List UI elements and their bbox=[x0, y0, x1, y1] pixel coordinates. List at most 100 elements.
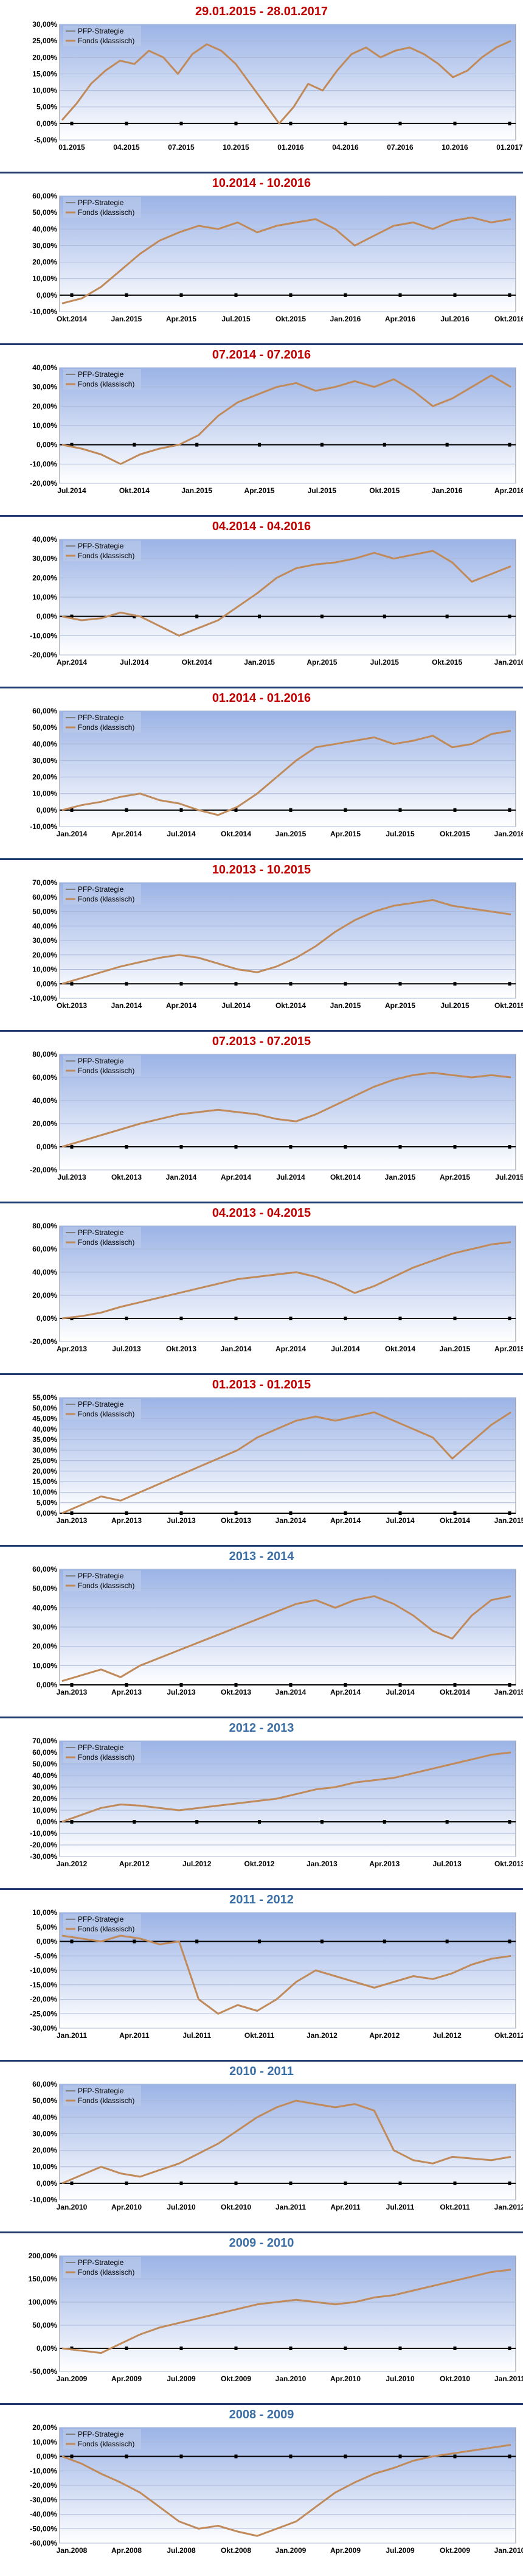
line-chart: -30,00% -25,00% -20,00% -15,00% -10,00% -5,00… bbox=[30, 1908, 523, 2040]
series-line bbox=[61, 2444, 511, 2537]
y-tick-label: 10,00% bbox=[32, 2438, 57, 2446]
x-tick-mark bbox=[508, 2347, 511, 2350]
y-tick-label: 40,00% bbox=[32, 535, 57, 544]
y-tick-label: -5,00% bbox=[34, 1951, 57, 1960]
x-tick-mark bbox=[320, 614, 324, 618]
x-tick-label: Okt.2014 bbox=[57, 315, 87, 323]
x-tick-label: Jan.2016 bbox=[330, 315, 361, 323]
chart-panel: 01.2014 - 01.2016 -10,00% 0,00% 10,00% 20,00… bbox=[0, 687, 523, 858]
x-tick-mark bbox=[445, 1939, 449, 1944]
x-tick-mark bbox=[179, 1683, 183, 1687]
y-tick-label: 10,00% bbox=[32, 1908, 57, 1917]
chart-title: 04.2014 - 04.2016 bbox=[212, 520, 311, 533]
panel-divider bbox=[0, 2231, 523, 2233]
y-tick-label: 10,00% bbox=[32, 421, 57, 430]
x-tick-mark bbox=[508, 121, 511, 125]
x-tick-mark bbox=[70, 121, 74, 125]
x-tick-mark bbox=[179, 1317, 183, 1320]
x-tick-mark bbox=[70, 2181, 74, 2185]
line-chart: -60,00% -50,00% -40,00% -30,00% -20,00% -10,0… bbox=[30, 2423, 523, 2555]
legend-label: PFP-Strategie bbox=[78, 713, 124, 722]
x-tick-mark bbox=[179, 982, 183, 986]
x-tick-mark bbox=[320, 1939, 324, 1944]
chart-panel: 07.2013 - 07.2015 -20,00% 0,00% 20,00% 40,00… bbox=[0, 1030, 523, 1202]
x-tick-label: Okt.2013 bbox=[57, 1001, 87, 1010]
y-tick-label: 30,00% bbox=[32, 2129, 57, 2138]
series-line bbox=[61, 1411, 511, 1514]
y-tick-label: 20,00% bbox=[32, 1467, 57, 1475]
panel-divider bbox=[0, 2060, 523, 2062]
x-tick-label: Jan.2012 bbox=[57, 1860, 88, 1868]
y-tick-label: -60,00% bbox=[30, 2539, 57, 2547]
line-chart: -5,00% 0,00% 5,00% 10,00% 15,00% 20,00% 25,00%… bbox=[32, 20, 523, 152]
x-tick-mark bbox=[258, 614, 262, 618]
x-tick-mark bbox=[179, 293, 183, 297]
x-tick-label: Jul.2013 bbox=[432, 1860, 462, 1868]
y-tick-label: 50,00% bbox=[32, 2096, 57, 2105]
panel-divider bbox=[0, 1373, 523, 1375]
x-tick-label: Jan.2014 bbox=[221, 1345, 252, 1353]
x-tick-mark bbox=[398, 1683, 402, 1687]
y-tick-label: 150,00% bbox=[29, 2275, 58, 2283]
x-tick-label: Jan.2009 bbox=[275, 2546, 307, 2555]
panel-divider bbox=[0, 1888, 523, 1890]
x-tick-label: Apr.2008 bbox=[111, 2546, 142, 2555]
chart-title: 29.01.2015 - 28.01.2017 bbox=[195, 5, 328, 18]
x-tick-mark bbox=[179, 2454, 183, 2459]
y-tick-label: -40,00% bbox=[30, 2510, 57, 2519]
legend-box bbox=[63, 1914, 141, 1934]
y-tick-label: 0,00% bbox=[36, 979, 57, 988]
y-tick-label: 10,00% bbox=[32, 275, 57, 283]
x-tick-mark bbox=[195, 443, 199, 447]
x-tick-label: Apr.2014 bbox=[166, 1001, 196, 1010]
x-tick-mark bbox=[508, 1820, 511, 1824]
x-tick-mark bbox=[453, 1511, 457, 1515]
chart-title: 04.2013 - 04.2015 bbox=[212, 1206, 311, 1220]
x-tick-label: Jan.2011 bbox=[57, 2031, 87, 2040]
legend-box bbox=[63, 2257, 141, 2278]
legend-label: PFP-Strategie bbox=[78, 1228, 124, 1237]
x-tick-mark bbox=[445, 614, 449, 618]
y-tick-label: 40,00% bbox=[32, 922, 57, 930]
y-tick-label: -30,00% bbox=[30, 2024, 57, 2032]
x-tick-label: Jul.2013 bbox=[57, 1173, 86, 1181]
x-tick-label: Jul.2015 bbox=[308, 486, 337, 495]
y-tick-label: 40,00% bbox=[32, 225, 57, 233]
x-tick-label: Jan.2014 bbox=[166, 1173, 197, 1181]
x-tick-label: Jan.2014 bbox=[275, 1688, 307, 1696]
x-tick-label: Jul.2014 bbox=[276, 1173, 305, 1181]
legend-box bbox=[63, 1399, 141, 1419]
x-tick-mark bbox=[344, 1683, 347, 1687]
chart-title: 2011 - 2012 bbox=[229, 1893, 294, 1906]
y-tick-label: 60,00% bbox=[32, 1073, 57, 1082]
chart-title: 2010 - 2011 bbox=[229, 2065, 294, 2078]
x-tick-label: Jul.2014 bbox=[386, 1688, 415, 1696]
chart-title: 07.2014 - 07.2016 bbox=[212, 348, 311, 362]
x-tick-label: Jan.2016 bbox=[494, 830, 523, 838]
x-tick-mark bbox=[453, 1317, 457, 1320]
x-tick-mark bbox=[289, 2347, 293, 2350]
x-tick-label: Jul.2015 bbox=[440, 1001, 469, 1010]
chart-panel: 2010 - 2011 -10,00% 0,00% 10,00% 20,00% 30,00… bbox=[0, 2060, 523, 2231]
y-tick-label: 0,00% bbox=[36, 291, 57, 299]
x-tick-label: 10.2015 bbox=[223, 143, 249, 152]
legend-box bbox=[63, 1570, 141, 1591]
x-tick-label: Jul.2015 bbox=[370, 658, 400, 667]
x-tick-label: Jul.2016 bbox=[440, 315, 469, 323]
x-tick-label: Jan.2013 bbox=[307, 1860, 338, 1868]
x-tick-label: Apr.2014 bbox=[111, 830, 142, 838]
x-tick-label: Jan.2015 bbox=[244, 658, 275, 667]
y-tick-label: 20,00% bbox=[32, 951, 57, 959]
legend-box bbox=[63, 884, 141, 905]
series-line bbox=[61, 730, 511, 816]
x-tick-mark bbox=[508, 614, 511, 618]
x-tick-label: Jul.2012 bbox=[182, 1860, 212, 1868]
x-tick-mark bbox=[179, 121, 183, 125]
x-tick-mark bbox=[289, 121, 293, 125]
x-tick-mark bbox=[398, 1511, 402, 1515]
y-tick-label: 40,00% bbox=[32, 740, 57, 748]
legend-label: Fonds (klassisch) bbox=[78, 1925, 134, 1933]
chart-title: 2012 - 2013 bbox=[229, 1721, 294, 1735]
